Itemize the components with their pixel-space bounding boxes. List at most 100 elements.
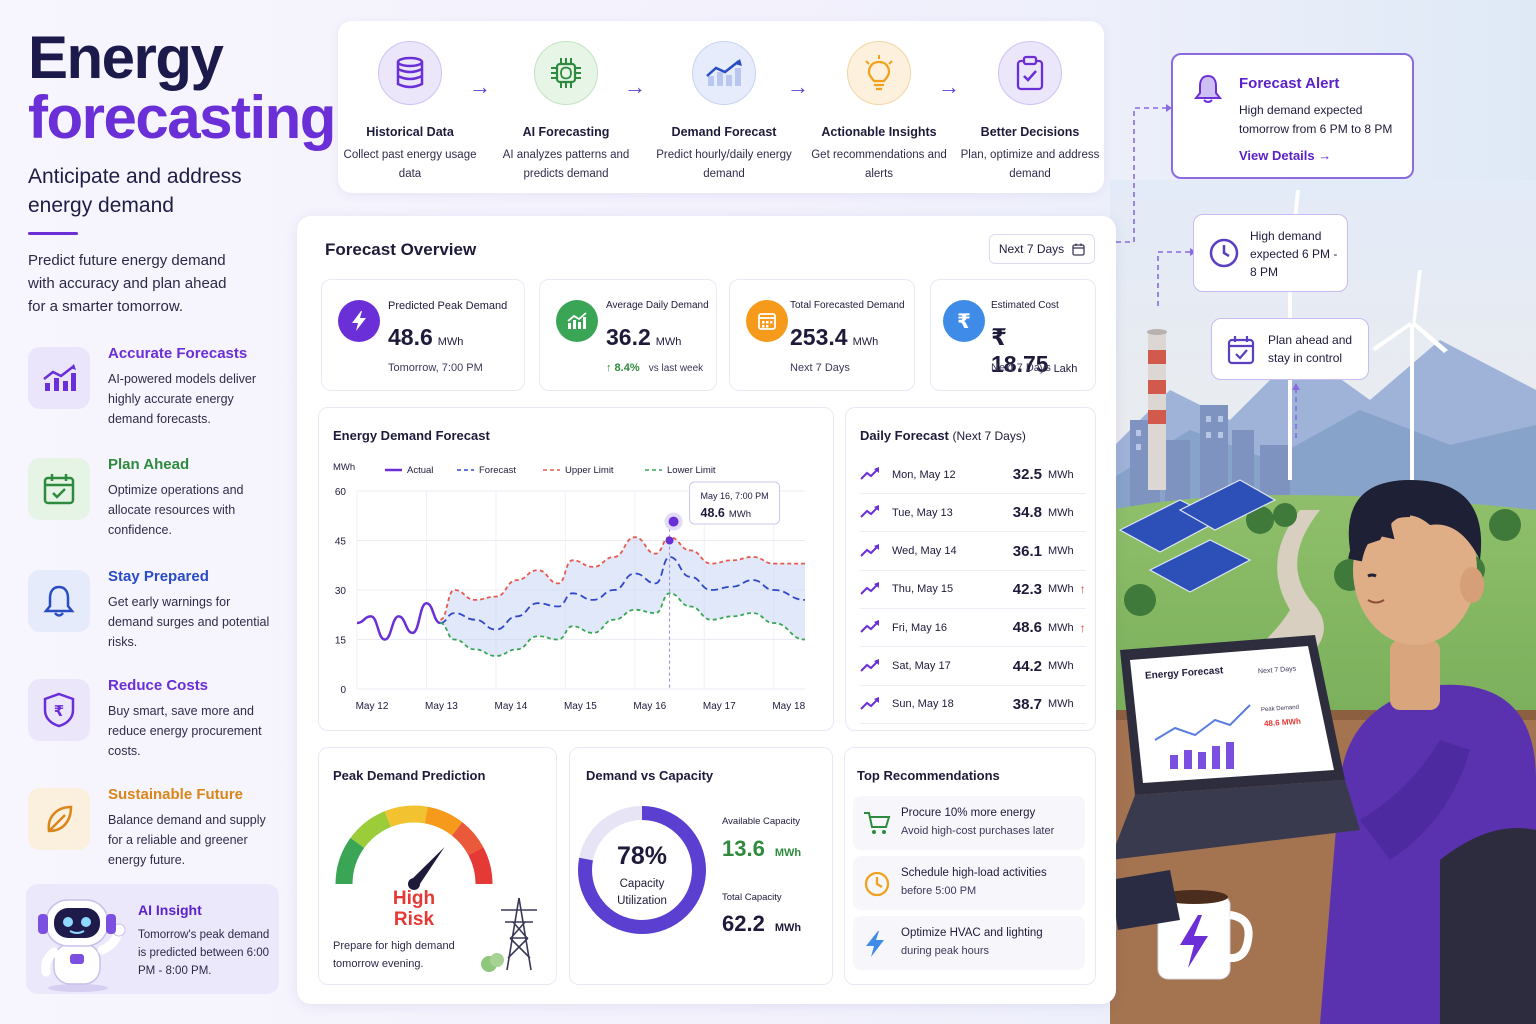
feature-desc: Optimize operations and allocate resourc… [108,483,244,537]
plan-ahead-text: Plan ahead and stay in control [1268,333,1353,365]
trend-chart-icon [28,347,90,409]
feature-title: Reduce Costs [108,677,209,694]
capacity-caption-1: Capacity [619,878,665,890]
y-tick-label: 0 [340,685,346,696]
kpi-label: Average Daily Demand [606,300,709,311]
capacity-caption: Capacity Utilization [576,876,708,910]
gauge-segment [424,806,463,836]
kpi-number: ₹ 18.75 [991,324,1049,377]
capacity-title: Demand vs Capacity [586,768,714,783]
series-line-forecast [440,556,806,631]
legend-item: Forecast [457,465,516,476]
available-unit: MWh [774,847,802,859]
flow-step-demand-forecast: Demand Forecast Predict hourly/daily ene… [649,41,799,184]
flow-step-ai-forecasting: AI Forecasting AI analyzes patterns and … [491,41,641,184]
daily-day: Fri, May 16 [892,621,948,634]
feature-title: Accurate Forecasts [108,345,248,362]
date-range-select[interactable]: Next 7 Days [989,234,1095,264]
daily-day: Sat, May 17 [892,660,951,672]
gauge-segment [350,811,392,849]
daily-forecast-row: Thu, May 15 42.3 MWh ↑ [860,571,1086,609]
intro-text: Predict future energy demand with accura… [28,252,227,315]
recommendation-title: Procure 10% more energy [901,807,1036,819]
clipboard-check-icon [998,41,1062,105]
kpi-sub: Next 7 Days [790,362,850,374]
daily-value: 36.1 [1012,542,1042,560]
kpi-number: 253.4 [790,324,848,350]
daily-up-indicator: ↑ [1079,620,1086,635]
kpi-total-forecasted-demand: Total Forecasted Demand 253.4 MWh Next 7 … [729,279,915,391]
daily-day: Thu, May 15 [892,583,954,596]
y-tick-label: 60 [335,487,347,498]
gauge-segment [335,837,365,885]
demand-capacity-card: Demand vs Capacity 78% Capacity Utilizat… [569,747,833,985]
kpi-number: 36.2 [606,324,651,350]
landscape-illustration [1110,180,1536,1024]
cart-icon [864,812,891,834]
feature-title: Sustainable Future [108,786,244,803]
kpi-change-note: vs last week [648,363,704,374]
forecast-chart-icon [692,41,756,105]
trend-up-icon [860,505,879,519]
arrow-right-icon: → [469,74,491,99]
feature-stay-prepared: Stay Prepared Get early warnings for dem… [28,568,288,663]
daily-day: Sun, May 18 [892,698,954,711]
donut-fill [578,806,706,934]
trend-up-icon [860,658,879,672]
power-tower-icon [481,897,537,972]
kpi-change: ↑ 8.4% vs last week [606,362,703,374]
recommendation-item[interactable]: Optimize HVAC and lighting during peak h… [853,916,1085,970]
x-tick-label: May 15 [564,701,597,712]
lightning-icon [866,931,884,957]
gauge-segment [384,805,428,828]
daily-unit: MWh [1048,468,1074,481]
daily-value: 34.8 [1012,504,1042,522]
legend-item: Actual [385,465,433,476]
trend-up-icon [860,543,879,557]
risk-gauge [335,805,493,890]
feature-title: Stay Prepared [108,568,209,585]
view-details-link[interactable]: View Details → [1239,148,1331,163]
total-number: 62.2 [722,911,765,936]
kpi-value: 48.6 MWh [388,324,463,351]
kpi-average-daily-demand: Average Daily Demand 36.2 MWh ↑ 8.4% vs l… [539,279,717,391]
calendar-icon [746,300,788,342]
peak-point[interactable] [668,516,679,527]
y-tick-label: 15 [335,636,347,647]
feature-desc: AI-powered models deliver highly accurat… [108,372,256,426]
flow-step-title: Demand Forecast [671,125,777,139]
lightning-icon [338,300,380,342]
daily-unit: MWh [1048,621,1074,634]
daily-forecast-row: Wed, May 14 36.1 MWh [860,533,1086,571]
daily-value: 48.6 [1012,619,1042,637]
peak-title: Peak Demand Prediction [333,768,486,783]
daily-up-indicator: ↑ [1079,582,1086,597]
daily-forecast-row: Sun, May 18 38.7 MWh [860,686,1086,724]
view-details-label: View Details [1239,148,1315,163]
ai-insight-text: Tomorrow's peak demand is predicted betw… [138,929,270,977]
series-line-actual [356,601,441,641]
feature-desc: Buy smart, save more and reduce energy p… [108,704,262,758]
recommendation-item[interactable]: Schedule high-load activities before 5:0… [853,856,1085,910]
gauge-needle [410,847,445,888]
kpi-unit: Lakh [1053,363,1078,375]
recommendation-title: Schedule high-load activities [901,867,1047,879]
recommendation-item[interactable]: Procure 10% more energy Avoid high-cost … [853,796,1085,850]
flow-step-desc: Get recommendations and alerts [811,149,947,180]
daily-forecast-row: Tue, May 13 34.8 MWh [860,494,1086,533]
database-icon [378,41,442,105]
arrow-right-icon: → [938,74,960,99]
flow-step-actionable-insights: Actionable Insights Get recommendations … [804,41,954,184]
trend-up-icon [860,620,879,633]
high-demand-text: High demand expected 6 PM - 8 PM [1250,229,1338,279]
risk-level: High Risk [381,888,447,930]
kpi-unit: MWh [852,336,879,348]
kpi-label: Total Forecasted Demand [790,300,905,311]
high-demand-callout: High demand expected 6 PM - 8 PM [1193,214,1348,292]
gauge-segment [468,847,493,885]
daily-unit: MWh [1048,506,1074,519]
leaf-icon [28,788,90,850]
kpi-sub: Next 7 Days [991,362,1051,374]
process-flow: Historical Data Collect past energy usag… [338,21,1104,193]
kpi-label: Predicted Peak Demand [388,300,508,312]
